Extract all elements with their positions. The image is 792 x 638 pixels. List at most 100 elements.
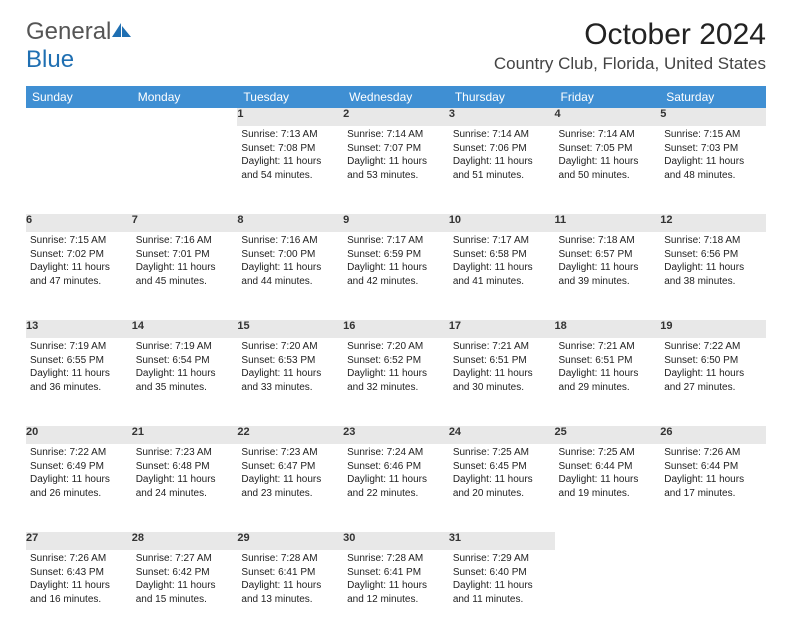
day-number: 14	[132, 320, 238, 338]
day-body: Sunrise: 7:17 AMSunset: 6:59 PMDaylight:…	[343, 232, 449, 292]
day-number: 6	[26, 214, 132, 232]
day-body: Sunrise: 7:17 AMSunset: 6:58 PMDaylight:…	[449, 232, 555, 292]
day-cell: Sunrise: 7:13 AMSunset: 7:08 PMDaylight:…	[237, 126, 343, 214]
day-cell: Sunrise: 7:25 AMSunset: 6:44 PMDaylight:…	[555, 444, 661, 532]
day-cell: Sunrise: 7:26 AMSunset: 6:43 PMDaylight:…	[26, 550, 132, 638]
weekday-header: Monday	[132, 86, 238, 108]
empty-cell	[660, 532, 766, 550]
day-body: Sunrise: 7:25 AMSunset: 6:44 PMDaylight:…	[555, 444, 661, 504]
day-body: Sunrise: 7:23 AMSunset: 6:48 PMDaylight:…	[132, 444, 238, 504]
day-cell: Sunrise: 7:14 AMSunset: 7:06 PMDaylight:…	[449, 126, 555, 214]
page-title: October 2024	[494, 18, 766, 52]
day-body: Sunrise: 7:16 AMSunset: 7:01 PMDaylight:…	[132, 232, 238, 292]
day-body: Sunrise: 7:21 AMSunset: 6:51 PMDaylight:…	[449, 338, 555, 398]
weekday-header: Wednesday	[343, 86, 449, 108]
day-body: Sunrise: 7:24 AMSunset: 6:46 PMDaylight:…	[343, 444, 449, 504]
day-number: 4	[555, 108, 661, 126]
logo-text-blue: Blue	[26, 46, 74, 73]
day-number: 12	[660, 214, 766, 232]
day-body: Sunrise: 7:26 AMSunset: 6:43 PMDaylight:…	[26, 550, 132, 610]
daybody-row: Sunrise: 7:22 AMSunset: 6:49 PMDaylight:…	[26, 444, 766, 532]
day-cell: Sunrise: 7:25 AMSunset: 6:45 PMDaylight:…	[449, 444, 555, 532]
day-number: 19	[660, 320, 766, 338]
empty-cell	[132, 108, 238, 126]
day-body: Sunrise: 7:28 AMSunset: 6:41 PMDaylight:…	[237, 550, 343, 610]
day-body: Sunrise: 7:21 AMSunset: 6:51 PMDaylight:…	[555, 338, 661, 398]
day-cell: Sunrise: 7:29 AMSunset: 6:40 PMDaylight:…	[449, 550, 555, 638]
empty-cell	[26, 126, 132, 214]
day-cell: Sunrise: 7:19 AMSunset: 6:54 PMDaylight:…	[132, 338, 238, 426]
day-number: 28	[132, 532, 238, 550]
day-cell: Sunrise: 7:28 AMSunset: 6:41 PMDaylight:…	[343, 550, 449, 638]
day-number: 24	[449, 426, 555, 444]
daynum-row: 2728293031	[26, 532, 766, 550]
day-cell: Sunrise: 7:20 AMSunset: 6:53 PMDaylight:…	[237, 338, 343, 426]
day-number: 11	[555, 214, 661, 232]
day-cell: Sunrise: 7:17 AMSunset: 6:59 PMDaylight:…	[343, 232, 449, 320]
weekday-header: Saturday	[660, 86, 766, 108]
day-body: Sunrise: 7:18 AMSunset: 6:56 PMDaylight:…	[660, 232, 766, 292]
day-body: Sunrise: 7:25 AMSunset: 6:45 PMDaylight:…	[449, 444, 555, 504]
day-number: 17	[449, 320, 555, 338]
day-body: Sunrise: 7:23 AMSunset: 6:47 PMDaylight:…	[237, 444, 343, 504]
day-body: Sunrise: 7:26 AMSunset: 6:44 PMDaylight:…	[660, 444, 766, 504]
day-number: 5	[660, 108, 766, 126]
day-body: Sunrise: 7:16 AMSunset: 7:00 PMDaylight:…	[237, 232, 343, 292]
day-body: Sunrise: 7:19 AMSunset: 6:55 PMDaylight:…	[26, 338, 132, 398]
day-number: 1	[237, 108, 343, 126]
day-body: Sunrise: 7:22 AMSunset: 6:50 PMDaylight:…	[660, 338, 766, 398]
sail-icon	[112, 23, 134, 44]
empty-cell	[26, 108, 132, 126]
weekday-header: Tuesday	[237, 86, 343, 108]
empty-cell	[555, 532, 661, 550]
day-body: Sunrise: 7:18 AMSunset: 6:57 PMDaylight:…	[555, 232, 661, 292]
header: GeneralBlue October 2024 Country Club, F…	[0, 0, 792, 80]
day-number: 27	[26, 532, 132, 550]
day-body: Sunrise: 7:14 AMSunset: 7:07 PMDaylight:…	[343, 126, 449, 186]
day-cell: Sunrise: 7:23 AMSunset: 6:48 PMDaylight:…	[132, 444, 238, 532]
calendar-body: 1 23 45 Sunrise: 7:13 AMSunset: 7:08 PMDayl…	[26, 108, 766, 638]
daynum-row: 20212223242526	[26, 426, 766, 444]
location-text: Country Club, Florida, United States	[494, 54, 766, 74]
day-body: Sunrise: 7:20 AMSunset: 6:52 PMDaylight:…	[343, 338, 449, 398]
day-cell: Sunrise: 7:24 AMSunset: 6:46 PMDaylight:…	[343, 444, 449, 532]
day-cell: Sunrise: 7:18 AMSunset: 6:56 PMDaylight:…	[660, 232, 766, 320]
day-cell: Sunrise: 7:14 AMSunset: 7:05 PMDaylight:…	[555, 126, 661, 214]
daybody-row: Sunrise: 7:26 AMSunset: 6:43 PMDaylight:…	[26, 550, 766, 638]
weekday-header: Friday	[555, 86, 661, 108]
weekday-header: Sunday	[26, 86, 132, 108]
day-number: 31	[449, 532, 555, 550]
day-cell: Sunrise: 7:28 AMSunset: 6:41 PMDaylight:…	[237, 550, 343, 638]
day-body: Sunrise: 7:15 AMSunset: 7:02 PMDaylight:…	[26, 232, 132, 292]
day-cell: Sunrise: 7:27 AMSunset: 6:42 PMDaylight:…	[132, 550, 238, 638]
day-body: Sunrise: 7:15 AMSunset: 7:03 PMDaylight:…	[660, 126, 766, 186]
day-number: 18	[555, 320, 661, 338]
day-cell: Sunrise: 7:16 AMSunset: 7:01 PMDaylight:…	[132, 232, 238, 320]
day-cell: Sunrise: 7:22 AMSunset: 6:50 PMDaylight:…	[660, 338, 766, 426]
weekday-header: Thursday	[449, 86, 555, 108]
day-number: 7	[132, 214, 238, 232]
daynum-row: 13141516171819	[26, 320, 766, 338]
day-cell: Sunrise: 7:17 AMSunset: 6:58 PMDaylight:…	[449, 232, 555, 320]
day-number: 29	[237, 532, 343, 550]
day-number: 16	[343, 320, 449, 338]
daybody-row: Sunrise: 7:19 AMSunset: 6:55 PMDaylight:…	[26, 338, 766, 426]
day-body: Sunrise: 7:19 AMSunset: 6:54 PMDaylight:…	[132, 338, 238, 398]
day-body: Sunrise: 7:14 AMSunset: 7:06 PMDaylight:…	[449, 126, 555, 186]
title-block: October 2024 Country Club, Florida, Unit…	[494, 18, 766, 74]
day-number: 30	[343, 532, 449, 550]
day-number: 20	[26, 426, 132, 444]
day-cell: Sunrise: 7:22 AMSunset: 6:49 PMDaylight:…	[26, 444, 132, 532]
empty-cell	[660, 550, 766, 638]
day-body: Sunrise: 7:13 AMSunset: 7:08 PMDaylight:…	[237, 126, 343, 186]
day-body: Sunrise: 7:28 AMSunset: 6:41 PMDaylight:…	[343, 550, 449, 610]
day-number: 26	[660, 426, 766, 444]
empty-cell	[555, 550, 661, 638]
day-number: 25	[555, 426, 661, 444]
day-number: 10	[449, 214, 555, 232]
logo: GeneralBlue	[26, 18, 134, 74]
day-cell: Sunrise: 7:15 AMSunset: 7:03 PMDaylight:…	[660, 126, 766, 214]
weekday-header-row: SundayMondayTuesdayWednesdayThursdayFrid…	[26, 86, 766, 108]
day-cell: Sunrise: 7:15 AMSunset: 7:02 PMDaylight:…	[26, 232, 132, 320]
day-number: 23	[343, 426, 449, 444]
